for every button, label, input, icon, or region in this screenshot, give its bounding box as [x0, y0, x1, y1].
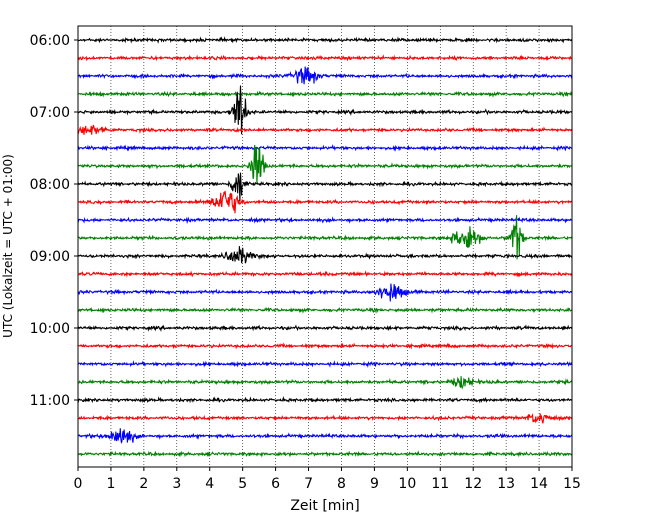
x-tick-label: 10 [398, 476, 416, 492]
trace-0645 [78, 90, 573, 98]
trace-1000 [77, 324, 573, 332]
x-tick-label: 0 [74, 476, 83, 492]
x-tick-label: 13 [497, 476, 515, 492]
y-tick-label: 08:00 [30, 177, 70, 193]
trace-0900 [77, 246, 573, 264]
trace-1130 [77, 428, 573, 444]
trace-0730 [77, 144, 573, 152]
y-tick-label: 11:00 [30, 393, 70, 409]
trace-1100 [77, 395, 573, 404]
trace-0945 [77, 306, 573, 314]
trace-0700 [77, 85, 573, 135]
trace-0845 [77, 215, 573, 260]
trace-0815 [77, 190, 573, 214]
x-tick-label: 6 [271, 476, 280, 492]
y-tick-label: 09:00 [30, 249, 70, 265]
x-tick-label: 1 [106, 476, 115, 492]
y-tick-label: 06:00 [30, 33, 70, 49]
y-tick-label: 10:00 [30, 321, 70, 337]
trace-0830 [77, 216, 573, 225]
y-axis: 06:00 07:00 08:00 09:00 10:00 11:00 [30, 33, 78, 409]
x-tick-label: 3 [172, 476, 181, 492]
x-tick-label: 4 [205, 476, 214, 492]
x-tick-label: 14 [530, 476, 548, 492]
trace-0915 [77, 270, 573, 278]
x-tick-label: 15 [563, 476, 581, 492]
x-axis: 0 1 2 3 4 5 6 7 8 9 10 11 12 13 14 15 [74, 467, 581, 492]
x-tick-label: 8 [337, 476, 346, 492]
trace-1115 [77, 412, 573, 424]
trace-1145 [77, 450, 573, 458]
trace-0715 [77, 124, 573, 135]
trace-0630 [77, 66, 573, 85]
x-tick-label: 12 [464, 476, 482, 492]
x-tick-label: 2 [139, 476, 148, 492]
x-tick-label: 7 [304, 476, 313, 492]
trace-0615 [77, 54, 573, 62]
trace-0800 [77, 172, 573, 202]
trace-1015 [77, 342, 573, 350]
trace-1030 [77, 360, 573, 368]
trace-0600 [77, 36, 573, 44]
plot-frame [77, 25, 573, 468]
trace-0745 [77, 144, 573, 185]
x-tick-label: 5 [238, 476, 247, 492]
seismic-traces [77, 36, 573, 458]
y-tick-label: 07:00 [30, 105, 70, 121]
y-axis-label: UTC (Lokalzeit = UTC + 01:00) [1, 154, 15, 338]
x-tick-label: 11 [431, 476, 449, 492]
x-axis-label: Zeit [min] [290, 498, 359, 514]
trace-0930 [77, 283, 573, 302]
trace-1045 [77, 376, 573, 390]
x-tick-label: 9 [370, 476, 379, 492]
